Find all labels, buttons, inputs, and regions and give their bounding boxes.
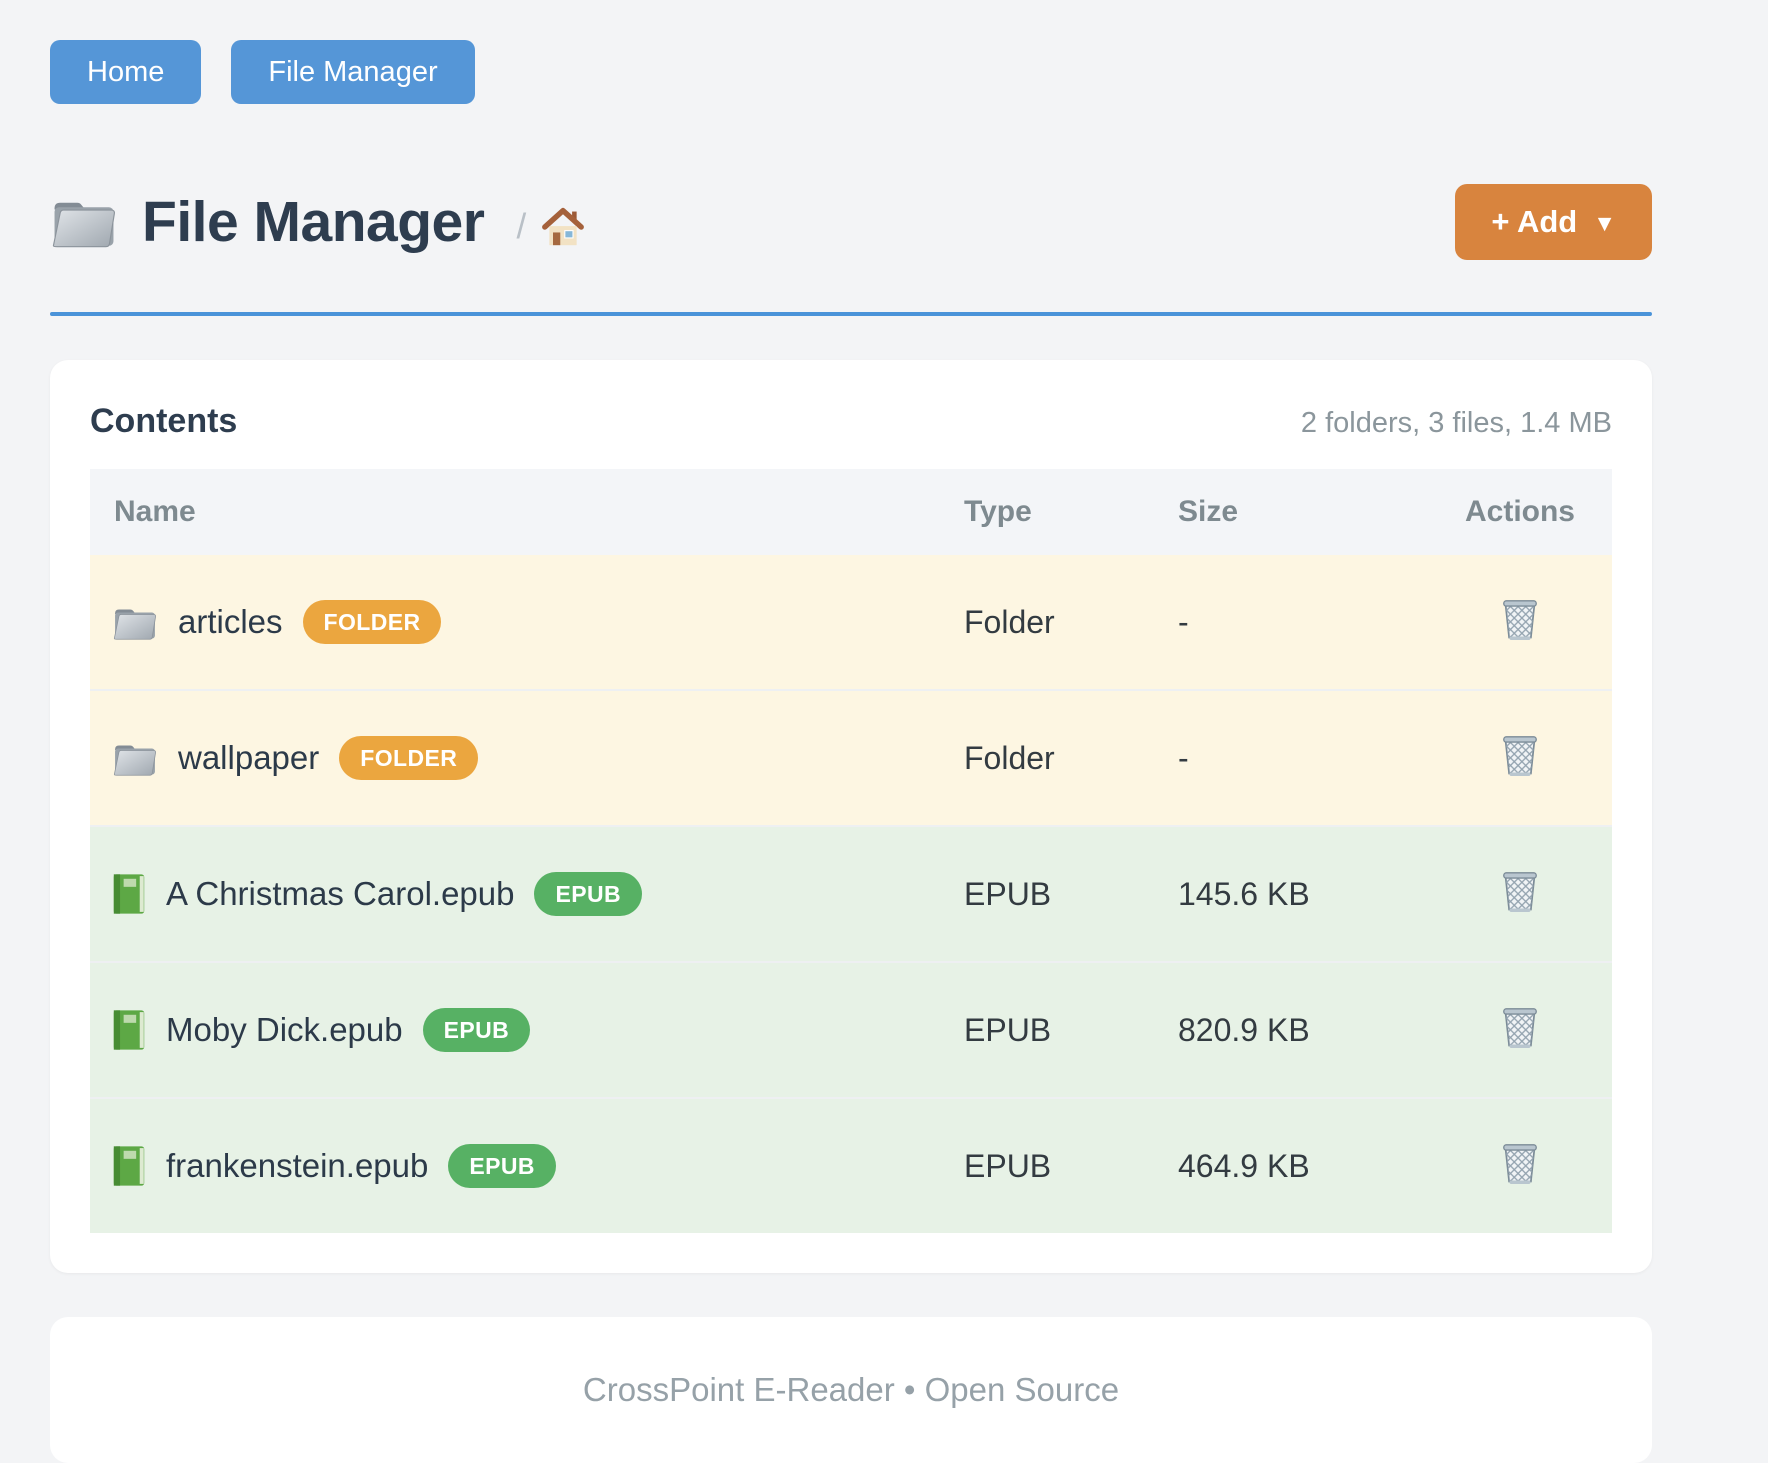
add-button-label: + Add [1491, 204, 1578, 239]
title-divider [50, 312, 1652, 316]
column-header-type: Type [964, 469, 1178, 555]
footer-text: CrossPoint E-Reader • Open Source [582, 1371, 1120, 1408]
name-cell: wallpaper FOLDER [90, 690, 964, 826]
column-header-size: Size [1178, 469, 1428, 555]
caret-down-icon: ▼ [1593, 210, 1616, 236]
delete-button[interactable] [1499, 595, 1541, 641]
breadcrumb-separator: / [516, 207, 527, 246]
actions-cell [1428, 826, 1612, 962]
file-type-badge: EPUB [448, 1144, 556, 1188]
actions-cell [1428, 690, 1612, 826]
delete-button[interactable] [1499, 867, 1541, 913]
folder-icon [112, 740, 158, 777]
page-header: File Manager / + Add ▼ [50, 184, 1652, 260]
file-type-badge: EPUB [534, 872, 642, 916]
file-type-badge: EPUB [422, 1008, 531, 1052]
size-cell: - [1178, 603, 1189, 640]
size-cell: - [1178, 739, 1189, 776]
green-book-icon [112, 873, 146, 915]
nav-button-file-manager[interactable]: File Manager [231, 40, 475, 104]
table-row[interactable]: Moby Dick.epub EPUB EPUB 820.9 KB [90, 962, 1612, 1098]
size-cell: 145.6 KB [1178, 875, 1310, 912]
type-cell: Folder [964, 603, 1055, 640]
size-cell: 820.9 KB [1178, 1011, 1310, 1048]
add-button[interactable]: + Add ▼ [1455, 184, 1652, 260]
trash-icon [1499, 731, 1541, 777]
footer: CrossPoint E-Reader • Open Source [50, 1317, 1652, 1463]
type-cell: EPUB [964, 1011, 1052, 1048]
actions-cell [1428, 555, 1612, 690]
actions-cell [1428, 962, 1612, 1098]
size-cell: 464.9 KB [1178, 1147, 1310, 1184]
contents-summary: 2 folders, 3 files, 1.4 MB [1300, 407, 1612, 439]
green-book-icon [112, 1009, 146, 1051]
trash-icon [1499, 867, 1541, 913]
nav-button-home[interactable]: Home [50, 40, 202, 104]
name-cell: frankenstein.epub EPUB [90, 1098, 964, 1233]
delete-button[interactable] [1499, 1003, 1541, 1049]
table-header-row: Name Type Size Actions [90, 469, 1612, 555]
column-header-name: Name [90, 469, 964, 555]
file-name[interactable]: frankenstein.epub [166, 1147, 429, 1184]
top-nav: Home File Manager [50, 40, 1652, 104]
folder-icon [112, 604, 158, 641]
column-header-actions: Actions [1428, 469, 1612, 555]
contents-heading: Contents [90, 402, 238, 440]
table-row[interactable]: wallpaper FOLDER Folder - [90, 690, 1612, 826]
folder-icon [50, 194, 118, 250]
delete-button[interactable] [1499, 1139, 1541, 1185]
file-name[interactable]: Moby Dick.epub [166, 1011, 403, 1048]
actions-cell [1428, 1098, 1612, 1233]
delete-button[interactable] [1499, 731, 1541, 777]
name-cell: A Christmas Carol.epub EPUB [90, 826, 964, 962]
page-title: File Manager [142, 190, 485, 254]
trash-icon [1499, 595, 1541, 641]
name-cell: articles FOLDER [90, 555, 964, 690]
contents-card: Contents 2 folders, 3 files, 1.4 MB Name… [50, 360, 1652, 1273]
trash-icon [1499, 1139, 1541, 1185]
table-row[interactable]: A Christmas Carol.epub EPUB EPUB 145.6 K… [90, 826, 1612, 962]
contents-card-header: Contents 2 folders, 3 files, 1.4 MB [90, 402, 1612, 441]
green-book-icon [112, 1145, 146, 1187]
trash-icon [1499, 1003, 1541, 1049]
file-name[interactable]: articles [178, 603, 283, 640]
files-table: Name Type Size Actions articles FOLDER F… [90, 469, 1612, 1233]
type-cell: EPUB [964, 1147, 1052, 1184]
type-cell: EPUB [964, 875, 1052, 912]
type-cell: Folder [964, 739, 1055, 776]
home-icon[interactable] [542, 207, 584, 247]
file-type-badge: FOLDER [339, 736, 479, 780]
name-cell: Moby Dick.epub EPUB [90, 962, 964, 1098]
file-name[interactable]: wallpaper [178, 739, 320, 776]
table-row[interactable]: articles FOLDER Folder - [90, 555, 1612, 690]
file-type-badge: FOLDER [302, 600, 442, 644]
file-name[interactable]: A Christmas Carol.epub [166, 875, 515, 912]
table-row[interactable]: frankenstein.epub EPUB EPUB 464.9 KB [90, 1098, 1612, 1233]
